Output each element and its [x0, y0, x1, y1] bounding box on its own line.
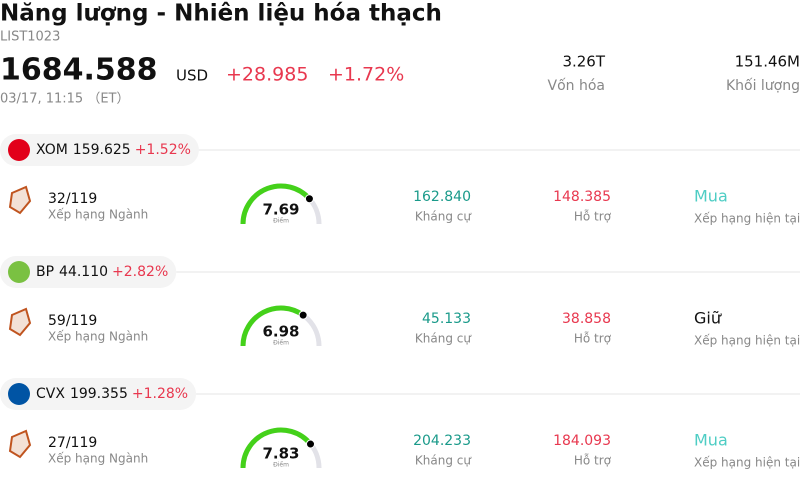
rank-label: Xếp hạng Ngành: [48, 452, 148, 466]
change: +28.985: [226, 64, 308, 86]
code: LIST1023: [0, 30, 60, 45]
rating: Mua: [694, 431, 728, 450]
rating-label: Xếp hạng hiện tại: [694, 456, 800, 470]
stat-label: Khối lượng: [726, 77, 800, 94]
stock-pill[interactable]: [0, 256, 177, 288]
title: Năng lượng - Nhiên liệu hóa thạch: [0, 1, 442, 27]
score: 7.83: [262, 445, 299, 463]
stock-pill[interactable]: [0, 134, 199, 166]
support: 38.858: [562, 311, 611, 327]
time: 03/17, 11:15 （ET）: [0, 92, 129, 107]
resistance-label: Kháng cự: [415, 332, 472, 346]
score-label: Điểm: [273, 340, 289, 347]
score-label: Điểm: [273, 218, 289, 225]
gauge-fill: [240, 305, 305, 347]
stock-price: 199.355: [70, 386, 128, 402]
stock-logo: [8, 383, 30, 405]
rank-icon: [8, 185, 32, 215]
stock-change: +1.28%: [132, 386, 188, 402]
stock-pill[interactable]: [0, 378, 197, 410]
stock-price: 159.625: [73, 142, 131, 158]
rank-label: Xếp hạng Ngành: [48, 208, 148, 222]
ticker: XOM: [36, 142, 68, 158]
stat-value: 3.26T: [562, 53, 605, 71]
currency: USD: [176, 67, 208, 85]
resistance-label: Kháng cự: [415, 454, 472, 468]
resistance: 162.840: [413, 189, 471, 205]
ticker: CVX: [36, 386, 65, 402]
resistance: 45.133: [422, 311, 471, 327]
score: 6.98: [262, 323, 299, 341]
stat-value: 151.46M: [735, 53, 800, 71]
rank-label: Xếp hạng Ngành: [48, 330, 148, 344]
rank-icon: [8, 429, 32, 459]
rating: Mua: [694, 187, 728, 206]
resistance-label: Kháng cự: [415, 210, 472, 224]
rank-icon: [8, 307, 32, 337]
rank: 32/119: [48, 191, 97, 207]
price: 1684.588: [0, 53, 158, 88]
gauge-dot: [304, 194, 314, 204]
stock-change: +2.82%: [112, 264, 168, 280]
gauge-dot: [298, 310, 308, 320]
stock-change: +1.52%: [135, 142, 191, 158]
score: 7.69: [262, 201, 299, 219]
stock-logo: [8, 261, 30, 283]
rating: Giữ: [694, 309, 722, 328]
ticker: BP: [36, 264, 54, 280]
rank: 27/119: [48, 435, 97, 451]
gauge-fill: [240, 183, 312, 225]
rank: 59/119: [48, 313, 97, 329]
rating-label: Xếp hạng hiện tại: [694, 334, 800, 348]
support-label: Hỗ trợ: [574, 210, 612, 224]
change-pct: +1.72%: [328, 64, 404, 86]
support: 148.385: [553, 189, 611, 205]
support: 184.093: [553, 433, 611, 449]
resistance: 204.233: [413, 433, 471, 449]
support-label: Hỗ trợ: [574, 454, 612, 468]
stat-label: Vốn hóa: [548, 77, 605, 94]
rating-label: Xếp hạng hiện tại: [694, 212, 800, 226]
support-label: Hỗ trợ: [574, 332, 612, 346]
stock-logo: [8, 139, 30, 161]
gauge-dot: [306, 439, 316, 449]
stock-price: 44.110: [59, 264, 108, 280]
gauge-fill: [240, 427, 313, 469]
score-label: Điểm: [273, 462, 289, 469]
